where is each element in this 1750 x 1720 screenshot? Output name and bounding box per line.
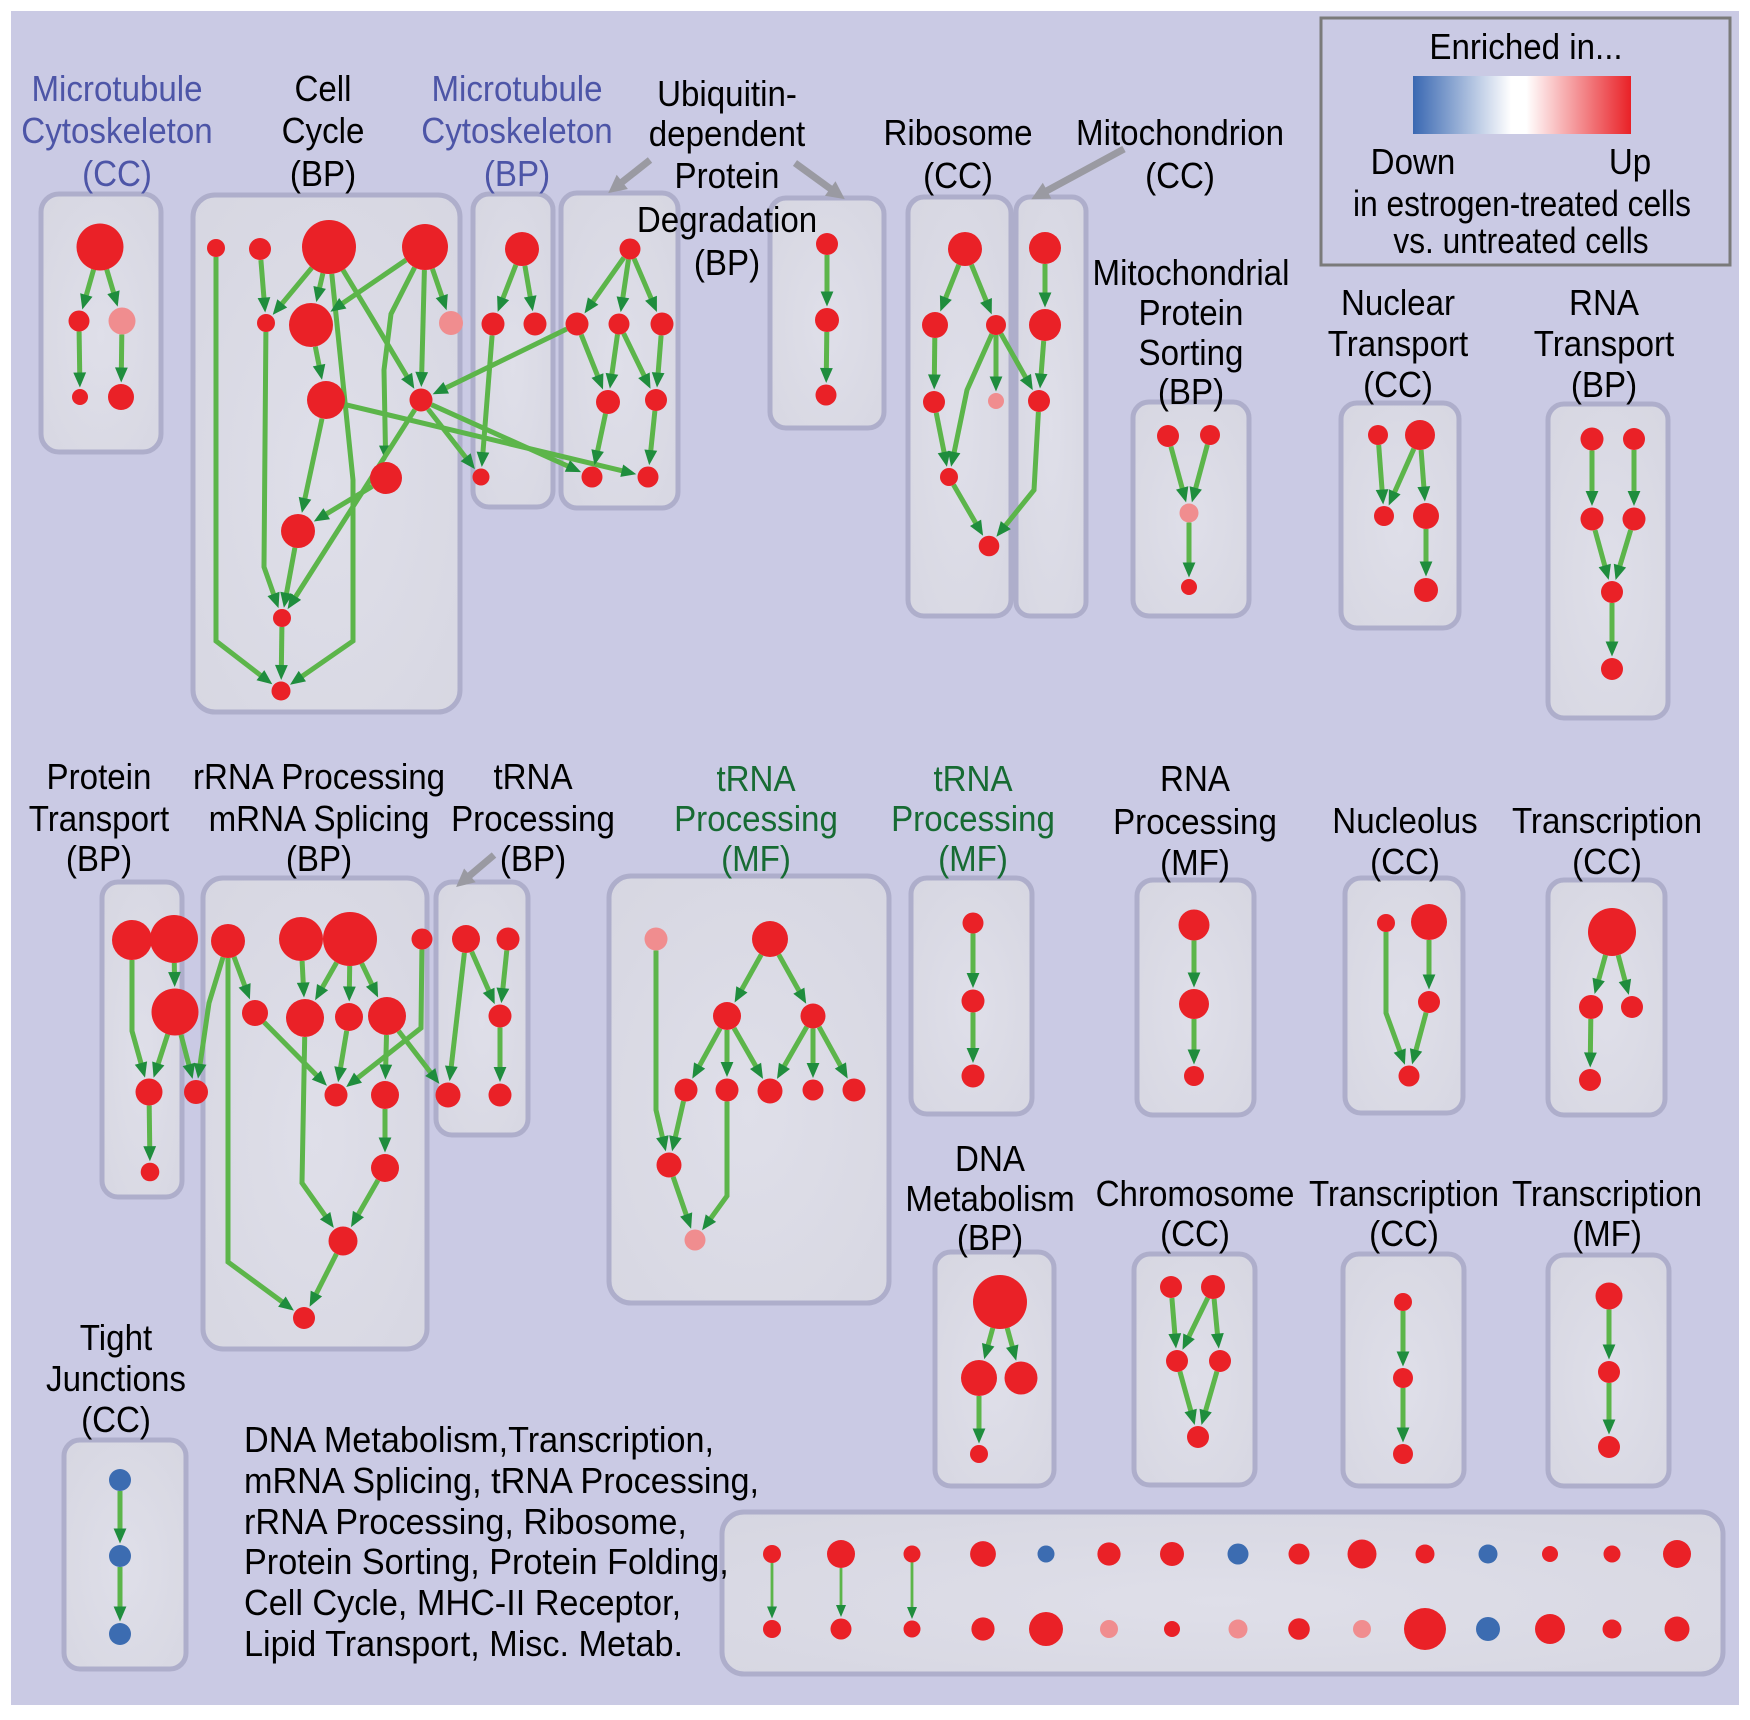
svg-text:(CC): (CC) bbox=[1363, 366, 1433, 406]
svg-text:(CC): (CC) bbox=[1370, 843, 1440, 883]
svg-text:rRNA Processing: rRNA Processing bbox=[193, 758, 445, 798]
svg-text:(CC): (CC) bbox=[1145, 157, 1215, 197]
svg-text:(CC): (CC) bbox=[1572, 843, 1642, 883]
svg-text:Microtubule: Microtubule bbox=[431, 70, 602, 110]
svg-text:(BP): (BP) bbox=[694, 244, 760, 284]
svg-text:(BP): (BP) bbox=[500, 840, 566, 880]
svg-text:(BP): (BP) bbox=[290, 155, 356, 195]
svg-text:Protein Sorting, Protein Foldi: Protein Sorting, Protein Folding, bbox=[244, 1542, 729, 1582]
svg-text:mRNA Splicing: mRNA Splicing bbox=[209, 800, 430, 840]
svg-text:Transport: Transport bbox=[1534, 325, 1675, 365]
svg-text:Mitochondrial: Mitochondrial bbox=[1093, 254, 1290, 294]
svg-text:tRNA: tRNA bbox=[493, 758, 572, 798]
svg-text:Transcription: Transcription bbox=[1512, 1175, 1702, 1215]
svg-text:(BP): (BP) bbox=[1571, 366, 1637, 406]
svg-text:in estrogen-treated cells: in estrogen-treated cells bbox=[1353, 184, 1691, 224]
svg-text:RNA: RNA bbox=[1569, 284, 1639, 324]
svg-text:Processing: Processing bbox=[674, 800, 838, 840]
svg-text:Chromosome: Chromosome bbox=[1096, 1175, 1295, 1215]
svg-text:(BP): (BP) bbox=[1158, 373, 1224, 413]
svg-text:rRNA Processing, Ribosome,: rRNA Processing, Ribosome, bbox=[244, 1502, 687, 1542]
svg-text:tRNA: tRNA bbox=[933, 760, 1012, 800]
svg-text:Metabolism: Metabolism bbox=[905, 1180, 1074, 1220]
svg-text:Nuclear: Nuclear bbox=[1341, 284, 1455, 324]
svg-text:(CC): (CC) bbox=[82, 155, 152, 195]
svg-text:Ubiquitin-: Ubiquitin- bbox=[657, 75, 797, 115]
svg-text:(MF): (MF) bbox=[938, 840, 1008, 880]
svg-text:DNA: DNA bbox=[955, 1140, 1025, 1180]
svg-text:(MF): (MF) bbox=[721, 840, 791, 880]
svg-text:Transcription: Transcription bbox=[1309, 1175, 1499, 1215]
svg-text:Protein: Protein bbox=[675, 157, 780, 197]
svg-text:Tight: Tight bbox=[80, 1319, 153, 1359]
svg-text:Ribosome: Ribosome bbox=[883, 114, 1032, 154]
svg-text:Down: Down bbox=[1371, 143, 1456, 183]
svg-text:Cytoskeleton: Cytoskeleton bbox=[421, 112, 612, 152]
svg-text:Nucleolus: Nucleolus bbox=[1332, 802, 1477, 842]
svg-text:Degradation: Degradation bbox=[637, 201, 817, 241]
svg-text:Processing: Processing bbox=[891, 800, 1055, 840]
svg-text:Transcription: Transcription bbox=[1512, 802, 1702, 842]
svg-text:Cell Cycle, MHC-II Receptor,: Cell Cycle, MHC-II Receptor, bbox=[244, 1583, 681, 1623]
svg-text:(CC): (CC) bbox=[81, 1401, 151, 1441]
svg-text:vs. untreated cells: vs. untreated cells bbox=[1393, 221, 1648, 261]
svg-text:Mitochondrion: Mitochondrion bbox=[1076, 114, 1284, 154]
svg-text:(MF): (MF) bbox=[1572, 1215, 1642, 1255]
svg-text:DNA Metabolism,Transcription,: DNA Metabolism,Transcription, bbox=[244, 1420, 714, 1460]
svg-text:tRNA: tRNA bbox=[716, 760, 795, 800]
svg-text:Up: Up bbox=[1609, 143, 1651, 183]
svg-text:Enriched in...: Enriched in... bbox=[1429, 28, 1622, 68]
svg-text:(CC): (CC) bbox=[923, 157, 993, 197]
svg-text:mRNA Splicing, tRNA Processing: mRNA Splicing, tRNA Processing, bbox=[244, 1461, 759, 1501]
svg-text:Cytoskeleton: Cytoskeleton bbox=[21, 112, 212, 152]
svg-text:Cycle: Cycle bbox=[282, 112, 365, 152]
svg-text:(BP): (BP) bbox=[66, 840, 132, 880]
svg-text:Cell: Cell bbox=[294, 70, 351, 110]
svg-text:Transport: Transport bbox=[29, 800, 170, 840]
svg-text:(CC): (CC) bbox=[1160, 1215, 1230, 1255]
svg-text:RNA: RNA bbox=[1160, 760, 1230, 800]
svg-text:(MF): (MF) bbox=[1160, 844, 1230, 884]
svg-text:Microtubule: Microtubule bbox=[31, 70, 202, 110]
svg-text:Processing: Processing bbox=[1113, 803, 1277, 843]
svg-text:(CC): (CC) bbox=[1369, 1215, 1439, 1255]
svg-text:(BP): (BP) bbox=[957, 1219, 1023, 1259]
svg-text:Sorting: Sorting bbox=[1139, 334, 1244, 374]
svg-text:Lipid Transport, Misc. Metab.: Lipid Transport, Misc. Metab. bbox=[244, 1624, 683, 1664]
svg-text:dependent: dependent bbox=[649, 115, 806, 155]
svg-text:Junctions: Junctions bbox=[46, 1360, 186, 1400]
svg-text:(BP): (BP) bbox=[484, 155, 550, 195]
svg-text:Protein: Protein bbox=[1139, 294, 1244, 334]
svg-text:(BP): (BP) bbox=[286, 840, 352, 880]
svg-text:Processing: Processing bbox=[451, 800, 615, 840]
svg-text:Protein: Protein bbox=[47, 758, 152, 798]
svg-text:Transport: Transport bbox=[1328, 325, 1469, 365]
